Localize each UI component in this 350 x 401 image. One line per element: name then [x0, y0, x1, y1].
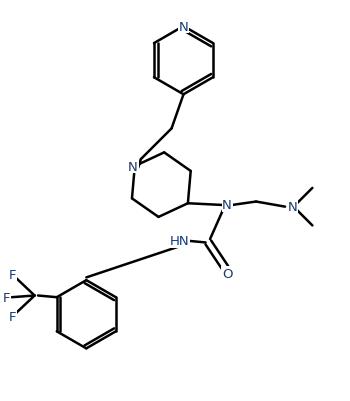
Text: N: N	[222, 199, 232, 212]
Text: N: N	[178, 20, 188, 33]
Text: F: F	[3, 291, 10, 304]
Text: N: N	[128, 160, 138, 173]
Text: F: F	[9, 268, 16, 281]
Text: O: O	[222, 267, 232, 280]
Text: F: F	[9, 310, 16, 323]
Text: HN: HN	[169, 235, 189, 248]
Text: N: N	[288, 200, 298, 214]
